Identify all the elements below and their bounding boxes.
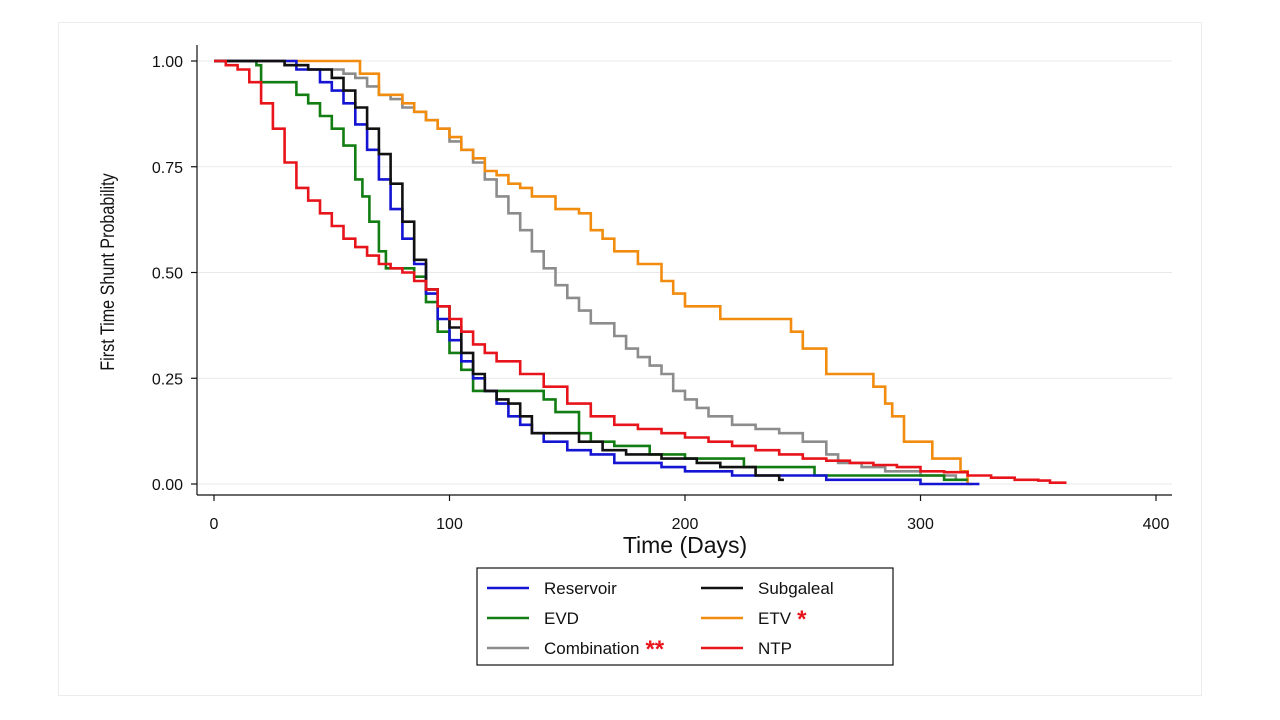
legend-significance-mark: *: [797, 606, 807, 633]
axes: [196, 45, 1172, 496]
series-line-combination: [214, 59, 958, 480]
ticks: 0.00 0.25 0.50 0.75 1.00 0 100 200 300 400: [152, 54, 1170, 533]
y-axis-title: First Time Shunt Probability: [97, 173, 119, 371]
series-line-etv: [214, 59, 973, 486]
x-tick-label: 0: [210, 516, 219, 533]
y-tick-label: 0.00: [152, 477, 183, 494]
x-tick-label: 300: [907, 516, 934, 533]
legend-label-combination: Combination: [544, 639, 639, 658]
x-tick-label: 400: [1143, 516, 1170, 533]
legend-box: [476, 567, 894, 666]
y-tick-label: 0.50: [152, 266, 183, 283]
legend-label-reservoir: Reservoir: [544, 579, 617, 598]
x-axis-title: Time (Days): [623, 532, 747, 558]
legend-label-etv: ETV: [758, 609, 792, 628]
legend: Reservoir Subgaleal EVD ETV * Combination ** NT…: [476, 567, 894, 666]
series-line-reservoir: [214, 59, 980, 486]
series-line-subgaleal: [214, 59, 784, 482]
legend-label-ntp: NTP: [758, 639, 792, 658]
series-layer: [214, 59, 1067, 486]
legend-label-evd: EVD: [544, 609, 579, 628]
series-line-ntp: [214, 59, 1067, 484]
x-tick-label: 200: [672, 516, 699, 533]
y-tick-label: 0.25: [152, 371, 183, 388]
y-tick-label: 0.75: [152, 160, 183, 177]
legend-significance-mark: **: [645, 636, 664, 663]
gridlines: [197, 60, 1172, 485]
legend-label-subgaleal: Subgaleal: [758, 579, 834, 598]
y-tick-label: 1.00: [152, 54, 183, 71]
x-tick-label: 100: [436, 516, 463, 533]
